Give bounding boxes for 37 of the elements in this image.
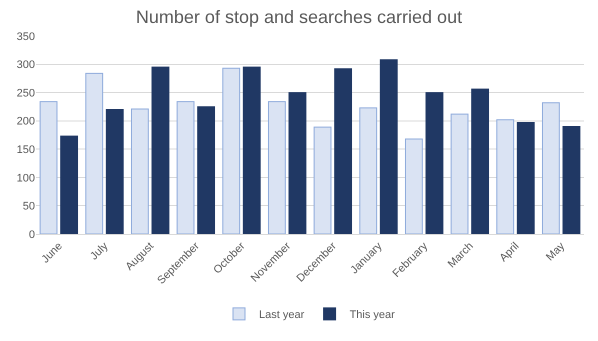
y-tick-label: 100 — [16, 172, 35, 184]
x-tick-label: May — [544, 240, 568, 264]
bar — [516, 122, 535, 234]
legend-label: This year — [350, 309, 396, 322]
bar — [268, 101, 286, 234]
bar — [404, 138, 423, 234]
bar — [130, 108, 149, 234]
bar — [176, 101, 194, 234]
bar — [106, 109, 124, 234]
bar — [450, 114, 468, 234]
bar — [197, 106, 216, 234]
bar — [380, 59, 398, 234]
y-tick-label: 0 — [28, 228, 35, 241]
y-tick-label: 150 — [16, 144, 35, 156]
y-tick-label: 300 — [16, 59, 35, 72]
bar — [314, 126, 332, 234]
bar — [359, 107, 378, 234]
bar — [562, 126, 580, 234]
legend-label: Last year — [259, 309, 305, 322]
bar — [334, 68, 352, 234]
y-tick-label: 350 — [16, 30, 35, 43]
chart-title: Number of stop and searches carried out — [136, 6, 462, 27]
bar — [242, 66, 261, 234]
y-tick-label: 200 — [16, 116, 35, 128]
bar — [60, 136, 78, 234]
bar — [85, 72, 104, 234]
y-tick-label: 50 — [22, 200, 35, 213]
y-tick-label: 250 — [16, 87, 35, 100]
x-tick-label: July — [88, 240, 111, 263]
bar — [542, 102, 560, 234]
bar — [496, 119, 514, 234]
bar — [222, 68, 240, 234]
bar — [40, 101, 58, 234]
bar — [426, 92, 444, 234]
bar — [152, 66, 170, 234]
bar — [471, 88, 490, 234]
bar — [288, 92, 306, 234]
